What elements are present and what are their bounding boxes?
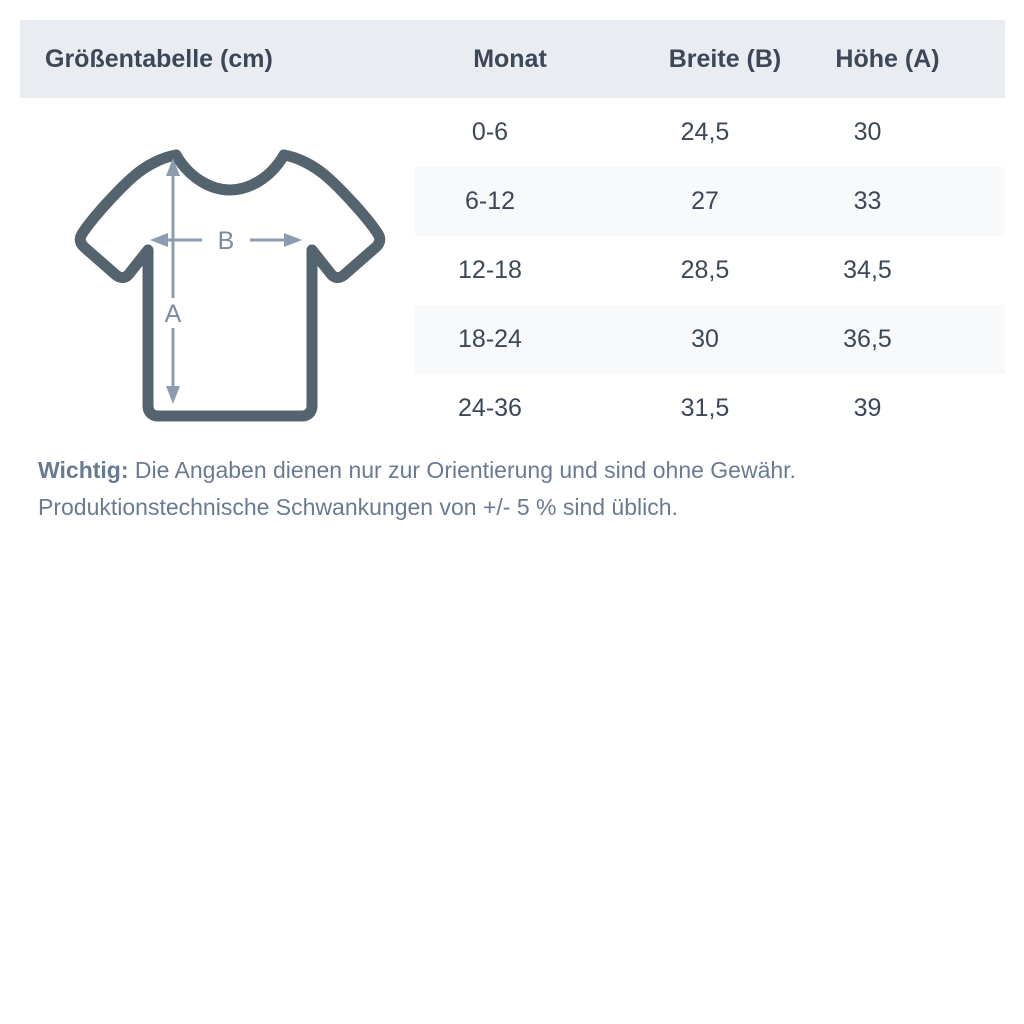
table-row: 0-6 24,5 30	[415, 98, 1005, 167]
table-row: 18-24 30 36,5	[415, 305, 1005, 374]
cell-monat: 12-18	[458, 256, 522, 284]
table-row: 6-12 27 33	[415, 167, 1005, 236]
cell-breite: 30	[691, 325, 719, 353]
cell-monat: 0-6	[471, 118, 509, 146]
cell-breite: 27	[691, 187, 719, 215]
label-b: B	[218, 227, 235, 255]
table-row: 24-36 31,5 39	[415, 374, 1005, 443]
cell-hoehe: 36,5	[843, 325, 892, 353]
column-header-monat: Monat	[473, 45, 547, 73]
cell-hoehe: 39	[853, 394, 882, 422]
disclaimer-line-1: Wichtig: Die Angaben dienen nur zur Orie…	[38, 452, 988, 489]
dimension-arrows	[150, 158, 302, 404]
size-table-body: 0-6 24,5 30 6-12 27 33 12-18 28,5 34,5 1…	[415, 98, 1005, 443]
column-header-breite: Breite (B)	[668, 45, 782, 73]
disclaimer-note: Wichtig: Die Angaben dienen nur zur Orie…	[38, 452, 988, 526]
tshirt-icon	[74, 149, 386, 422]
disclaimer-line-2: Produktionstechnische Schwankungen von +…	[38, 494, 678, 520]
page-title: Größentabelle (cm)	[45, 45, 273, 73]
column-header-hoehe: Höhe (A)	[835, 45, 940, 73]
width-arrow-b	[150, 233, 302, 247]
tshirt-measurement-diagram: B A	[60, 130, 410, 440]
table-header-band: Größentabelle (cm) Monat Breite (B) Höhe…	[20, 20, 1005, 98]
cell-breite: 31,5	[680, 394, 730, 422]
height-arrow-a	[166, 158, 180, 404]
table-row: 12-18 28,5 34,5	[415, 236, 1005, 305]
disclaimer-line-1-text: Die Angaben dienen nur zur Orientierung …	[128, 457, 796, 483]
table-header-row: Größentabelle (cm) Monat Breite (B) Höhe…	[20, 20, 1005, 98]
cell-breite: 24,5	[680, 118, 730, 146]
cell-monat: 18-24	[458, 325, 522, 353]
cell-breite: 28,5	[680, 256, 730, 284]
cell-hoehe: 33	[853, 187, 882, 215]
label-a: A	[165, 300, 182, 328]
cell-hoehe: 30	[853, 118, 882, 146]
cell-hoehe: 34,5	[843, 256, 892, 284]
cell-monat: 6-12	[464, 187, 516, 215]
cell-monat: 24-36	[458, 394, 522, 422]
disclaimer-lead: Wichtig:	[38, 457, 129, 483]
